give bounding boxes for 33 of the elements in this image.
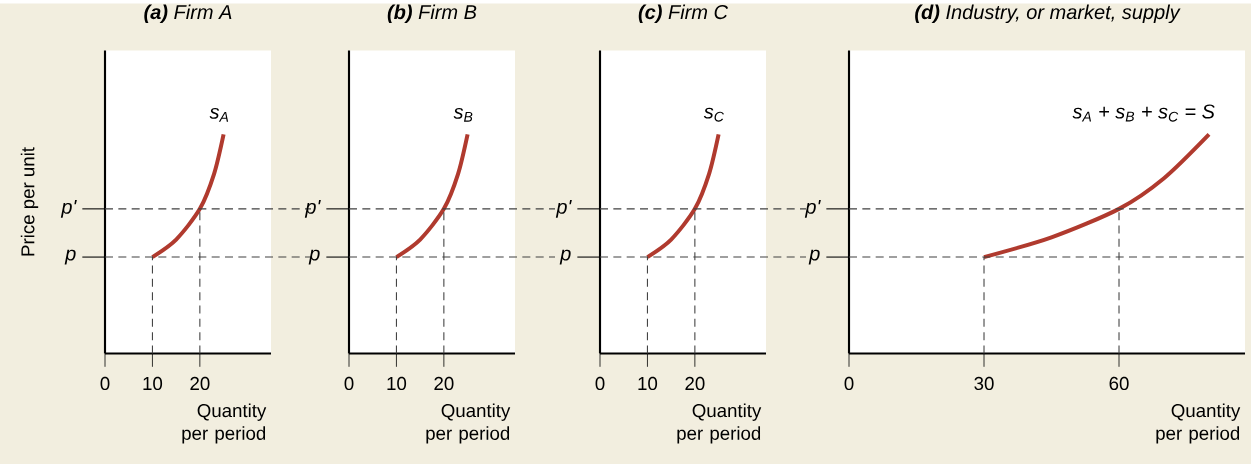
- series-label: s$_{C}$: [703, 107, 724, 122]
- chart-title: (c) Firm C: [638, 4, 729, 23]
- x-axis-title: Quantity per period: [182, 403, 267, 444]
- x-tick-label: 10: [143, 376, 163, 390]
- x-axis-title: Quantity per period: [1156, 403, 1241, 444]
- x-tick-label: 20: [434, 376, 454, 390]
- x-tick-label: 0: [844, 376, 854, 390]
- chart-title: (a) Firm A: [144, 4, 232, 23]
- x-tick-label: 0: [595, 376, 605, 390]
- chart-title: (b) Firm B: [387, 4, 477, 23]
- x-tick-label: 0: [100, 376, 110, 390]
- ref-line-label: p: [308, 249, 320, 265]
- ref-line-label: p': [60, 199, 77, 218]
- series-label: s$_{A}$: [209, 107, 229, 122]
- x-tick-label: 20: [685, 376, 705, 390]
- ref-line-label: p': [555, 199, 572, 218]
- series-label: s$_{B}$: [453, 107, 473, 122]
- x-axis-title: Quantity per period: [426, 403, 511, 444]
- y-axis-title: Price per unit: [20, 146, 39, 256]
- x-tick-label: 30: [974, 376, 994, 390]
- x-axis-title: Quantity per period: [677, 403, 762, 444]
- chart-title: (d) Industry, or market, supply: [915, 4, 1181, 23]
- x-tick-label: 10: [638, 376, 658, 390]
- x-tick-label: 0: [344, 376, 354, 390]
- ref-line-label: p: [808, 249, 820, 265]
- x-tick-label: 60: [1109, 376, 1129, 390]
- x-tick-label: 10: [387, 376, 407, 390]
- x-tick-label: 20: [190, 376, 210, 390]
- ref-line-label: p': [304, 199, 321, 218]
- ref-line-label: p': [804, 199, 821, 218]
- ref-line-label: p: [559, 249, 571, 265]
- series-label: s$_{A}$ + s$_{B}$ + s$_{C}$ = S: [1072, 104, 1215, 122]
- ref-line-label: p: [64, 249, 76, 265]
